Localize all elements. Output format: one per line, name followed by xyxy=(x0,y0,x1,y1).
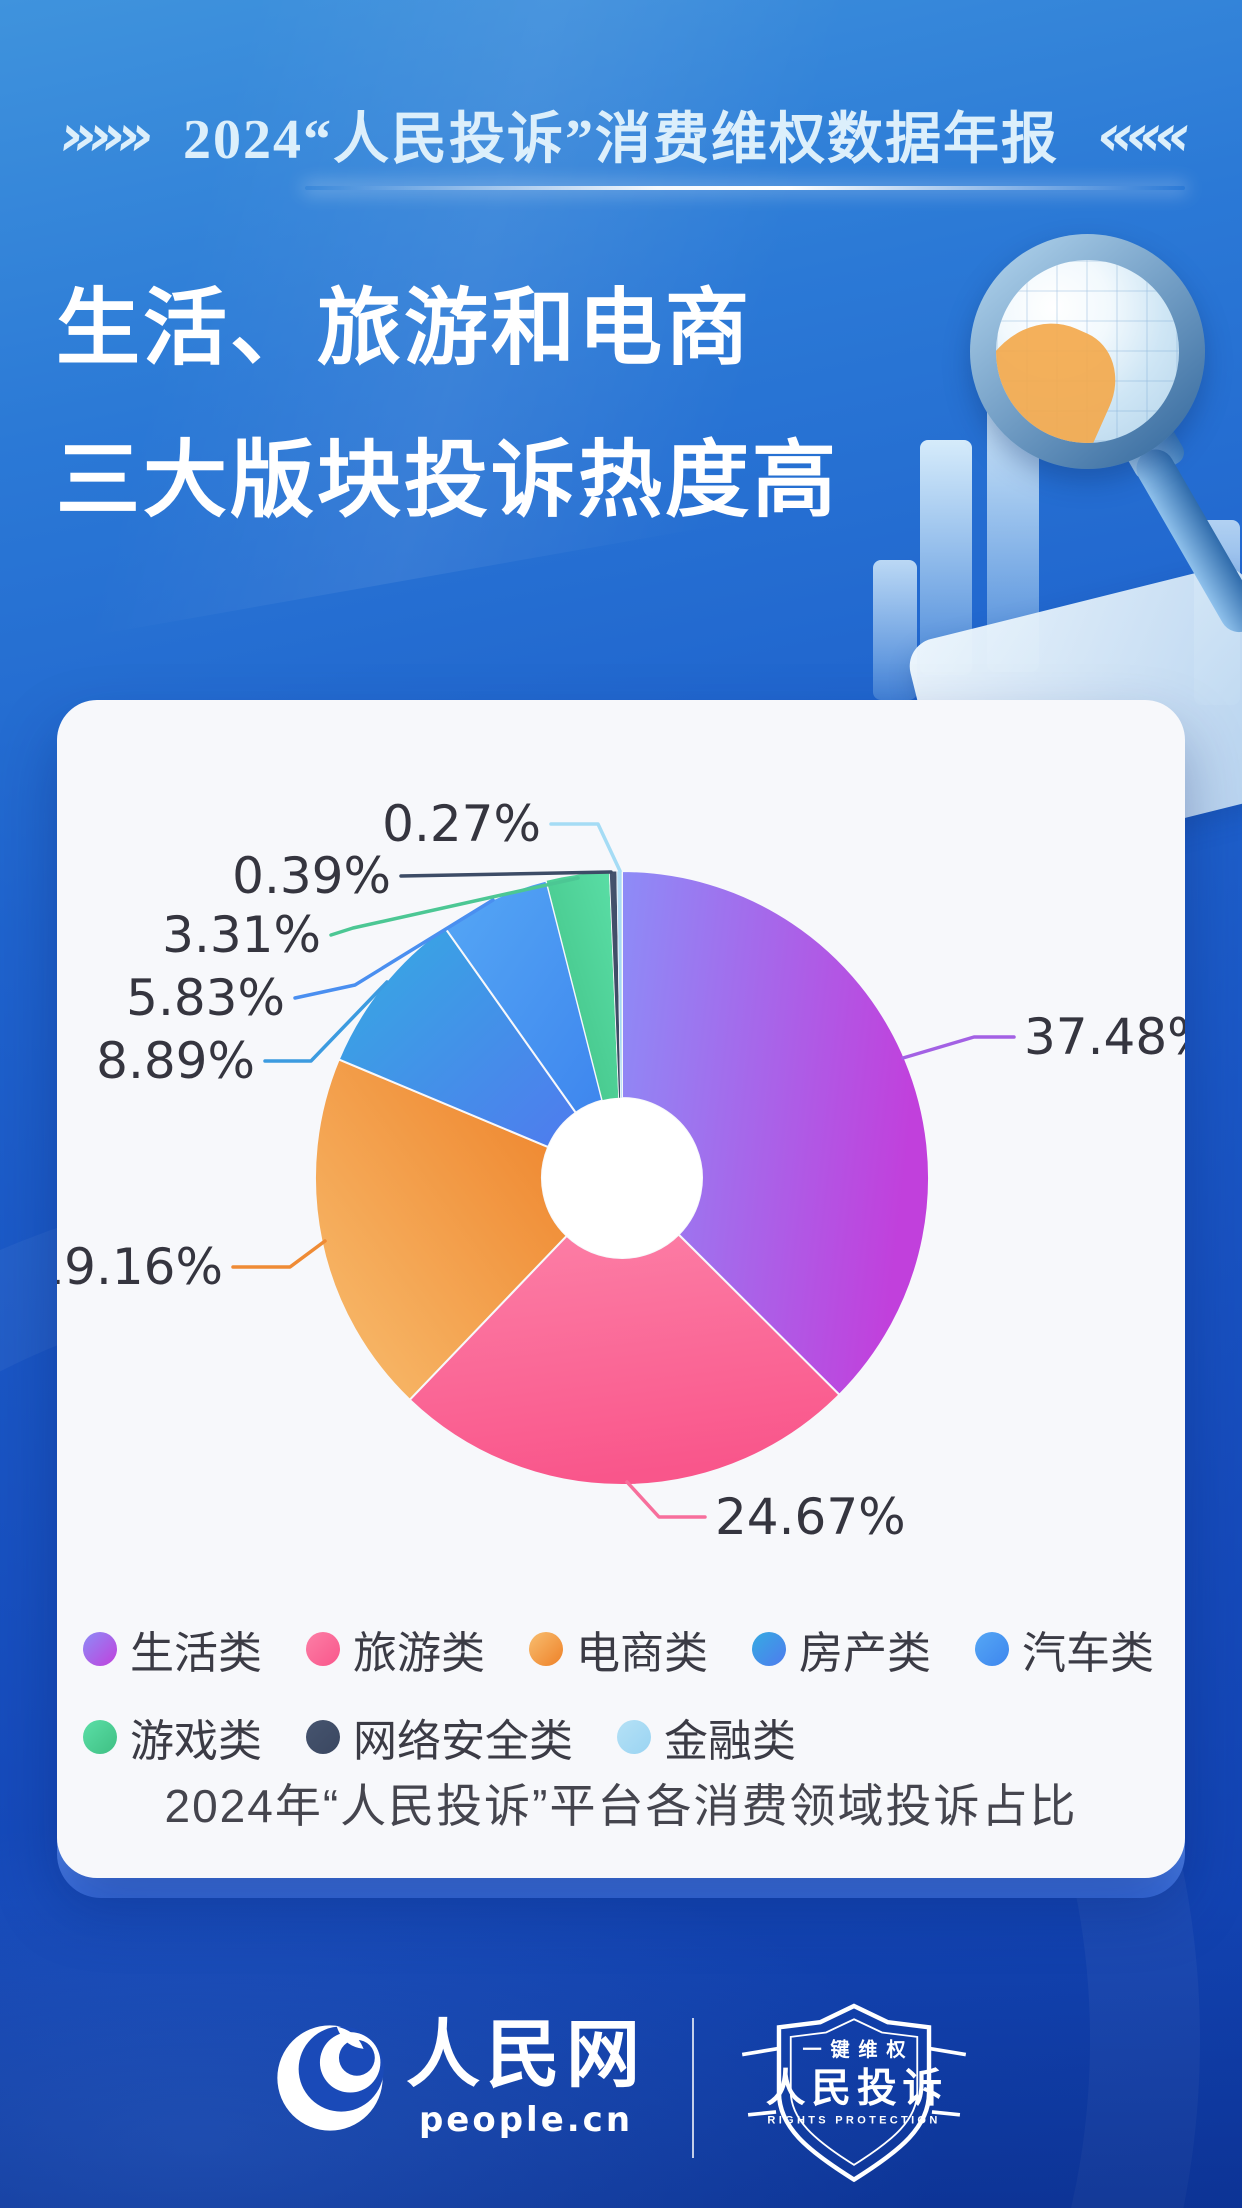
chevrons-right-icon: »»» xyxy=(54,100,150,169)
brand-text-block: 人民网 people.cn xyxy=(406,2016,646,2140)
legend-label: 汽车类 xyxy=(1022,1629,1154,1678)
legend-item-2: 旅游类 xyxy=(306,1617,485,1681)
magnifier-glass xyxy=(996,260,1179,443)
leader-line-1 xyxy=(901,1035,1016,1060)
legend-swatch xyxy=(83,1632,117,1666)
legend-item-4: 房产类 xyxy=(752,1617,931,1681)
legend-swatch xyxy=(752,1632,786,1666)
badge-top-text: 一键维权 xyxy=(803,2038,915,2061)
legend-label: 生活类 xyxy=(130,1629,262,1678)
percent-label-8: 0.27% xyxy=(382,795,541,853)
donut-chart: 37.48% 24.67% 19.16% 8.89%5.83%3.31%0.39%0.… xyxy=(57,795,1185,1546)
percent-label-5: 5.83% xyxy=(126,969,285,1027)
badge-main-text: 人民投诉 xyxy=(766,2067,948,2111)
title-line-2: 三大版块投诉热度高 xyxy=(56,433,840,527)
peoples-daily-logo: 人民网 people.cn xyxy=(274,2016,646,2140)
magnifier-illustration xyxy=(865,222,1242,874)
footer-divider xyxy=(692,2018,694,2158)
page-title: 生活、旅游和电商 三大版块投诉热度高 xyxy=(56,252,839,556)
rights-protection-badge: 一键维权 人民投诉 RIGHTS PROTECTION xyxy=(741,2003,967,2183)
leader-line-8 xyxy=(549,822,622,873)
legend-swatch xyxy=(617,1720,651,1754)
legend-item-6: 游戏类 xyxy=(83,1705,262,1769)
legend-swatch xyxy=(83,1720,117,1754)
badge-wing-line xyxy=(747,2110,777,2117)
leader-line-2 xyxy=(625,1480,707,1519)
percent-label-1: 37.48% xyxy=(1024,1008,1185,1066)
legend-swatch xyxy=(306,1720,340,1754)
bar-column-decoration xyxy=(873,560,917,700)
legend-row: 游戏类 网络安全类 金融类 xyxy=(83,1705,1168,1769)
header-glow-divider xyxy=(305,186,1185,190)
legend-swatch xyxy=(975,1632,1009,1666)
legend-item-8: 金融类 xyxy=(617,1705,796,1769)
legend-label: 电商类 xyxy=(576,1629,708,1678)
legend-label: 房产类 xyxy=(799,1629,931,1678)
badge-wing-line xyxy=(930,2046,967,2057)
peoples-daily-swirl-icon xyxy=(277,2025,384,2131)
leader-line-6 xyxy=(329,876,580,937)
chart-legend: 生活类 旅游类 电商类 房产类 汽车类游戏类 网络安全类 金融类 xyxy=(83,1617,1168,1793)
banner-title: 2024“人民投诉”消费维权数据年报 xyxy=(183,109,1059,171)
leader-line-7 xyxy=(399,870,613,878)
magnifier-icon xyxy=(970,234,1205,469)
leader-line-5 xyxy=(293,898,495,1000)
legend-swatch xyxy=(306,1632,340,1666)
legend-swatch xyxy=(529,1632,563,1666)
leader-line-3 xyxy=(231,1239,327,1269)
header-banner: »»» 2024“人民投诉”消费维权数据年报 ««« xyxy=(0,94,1242,175)
leader-line-4 xyxy=(263,980,389,1063)
brand-name: 人民网 xyxy=(406,2015,646,2097)
chevrons-left-icon: ««« xyxy=(1092,100,1188,169)
legend-item-7: 网络安全类 xyxy=(306,1705,573,1769)
donut-hole xyxy=(542,1098,702,1258)
badge-wing-line xyxy=(931,2110,961,2117)
legend-item-5: 汽车类 xyxy=(975,1617,1154,1681)
percent-label-2: 24.67% xyxy=(715,1488,906,1546)
legend-item-1: 生活类 xyxy=(83,1617,262,1681)
percent-label-6: 3.31% xyxy=(162,906,321,964)
legend-label: 游戏类 xyxy=(130,1717,262,1766)
legend-label: 旅游类 xyxy=(353,1629,485,1678)
badge-wing-line xyxy=(741,2046,778,2057)
brand-domain: people.cn xyxy=(418,2100,634,2140)
percent-label-7: 0.39% xyxy=(232,847,391,905)
legend-label: 金融类 xyxy=(664,1717,796,1766)
footer: 人民网 people.cn 一键维权 人民投诉 RIGHTS PROTECTIO… xyxy=(0,2002,1242,2188)
percent-label-3: 19.16% xyxy=(57,1238,223,1296)
chart-card: 37.48% 24.67% 19.16% 8.89%5.83%3.31%0.39%0.… xyxy=(57,700,1185,1878)
legend-row: 生活类 旅游类 电商类 房产类 汽车类 xyxy=(83,1617,1168,1681)
percent-label-4: 8.89% xyxy=(96,1032,255,1090)
title-line-1: 生活、旅游和电商 xyxy=(56,281,753,375)
chart-caption: 2024年“人民投诉”平台各消费领域投诉占比 xyxy=(164,1780,1078,1832)
badge-sub-text: RIGHTS PROTECTION xyxy=(767,2115,940,2127)
legend-item-3: 电商类 xyxy=(529,1617,708,1681)
legend-label: 网络安全类 xyxy=(353,1717,573,1766)
